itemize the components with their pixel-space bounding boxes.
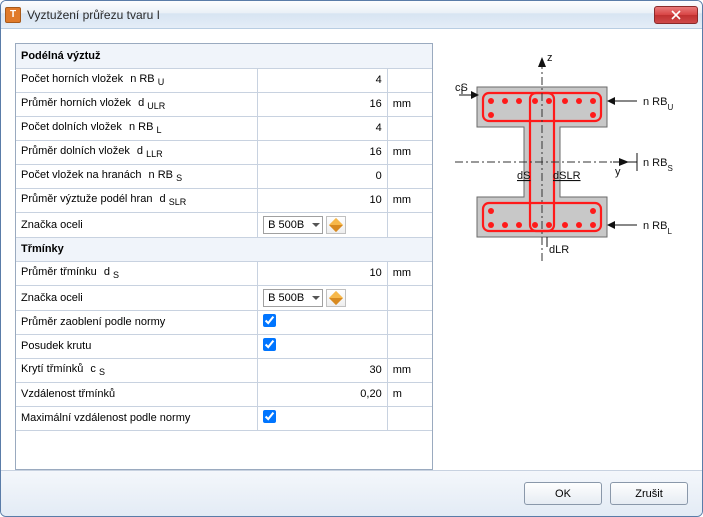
parameters-table: Podélná výztuž Počet horních vložek n RB… [16, 44, 432, 431]
cross-section-diagram: z y cS dS dSLR dLR n RBU [447, 47, 687, 277]
svg-text:n RBS: n RBS [643, 157, 673, 173]
label-dLLR: Průměr dolních vložek d LLR [21, 145, 163, 157]
unit-dS: mm [387, 261, 432, 285]
app-icon: T [5, 7, 21, 23]
unit-dSLR: mm [387, 188, 432, 212]
close-button[interactable] [654, 6, 698, 24]
svg-text:dS: dS [517, 170, 530, 182]
edit-steel1-button[interactable] [326, 216, 346, 234]
pencil-icon [329, 217, 343, 231]
window-title: Vyztužení průřezu tvaru I [27, 8, 160, 22]
label-dS: Průměr třmínku d S [21, 266, 119, 278]
combo-steel2[interactable]: B 500B [263, 289, 323, 307]
unit-dLLR: mm [387, 140, 432, 164]
chevron-down-icon [312, 223, 320, 227]
svg-text:dSLR: dSLR [553, 170, 581, 182]
edit-steel2-button[interactable] [326, 289, 346, 307]
label-nRBS: Počet vložek na hranách n RB S [21, 169, 182, 181]
input-dSLR[interactable] [263, 194, 382, 206]
unit-cS: mm [387, 358, 432, 382]
input-dS[interactable] [263, 267, 382, 279]
axis-y-label: y [615, 166, 621, 178]
combo-steel1[interactable]: B 500B [263, 216, 323, 234]
input-dLLR[interactable] [263, 146, 382, 158]
label-steel2: Značka oceli [21, 292, 83, 304]
dialog-window: T Vyztužení průřezu tvaru I Podélná výzt… [0, 0, 703, 517]
pencil-icon [329, 290, 343, 304]
unit-spacing: m [387, 382, 432, 406]
close-icon [671, 10, 681, 20]
ok-button[interactable]: OK [524, 482, 602, 505]
checkbox-maxNorm[interactable] [263, 410, 276, 423]
input-spacing[interactable] [263, 388, 382, 400]
label-nRBL: Počet dolních vložek n RB L [21, 121, 162, 133]
label-maxNorm: Maximální vzdálenost podle normy [21, 412, 190, 424]
dialog-body: Podélná výztuž Počet horních vložek n RB… [1, 29, 702, 470]
svg-text:cS: cS [455, 82, 468, 94]
axis-z-label: z [547, 52, 553, 64]
label-nRBU: Počet horních vložek n RB U [21, 73, 164, 85]
label-dULR: Průměr horních vložek d ULR [21, 97, 165, 109]
label-dSLR: Průměr výztuže podél hran d SLR [21, 193, 186, 205]
diagram-panel: z y cS dS dSLR dLR n RBU [445, 43, 688, 470]
label-torsion: Posudek krutu [21, 340, 91, 352]
checkbox-torsion[interactable] [263, 338, 276, 351]
input-nRBU[interactable] [263, 74, 382, 86]
input-cS[interactable] [263, 364, 382, 376]
unit-nRBS [387, 164, 432, 188]
cancel-button[interactable]: Zrušit [610, 482, 688, 505]
input-nRBS[interactable] [263, 170, 382, 182]
label-spacing: Vzdálenost třmínků [21, 388, 115, 400]
label-cS: Krytí třmínků c S [21, 363, 105, 375]
unit-nRBL [387, 116, 432, 140]
chevron-down-icon [312, 296, 320, 300]
svg-text:dLR: dLR [549, 244, 569, 256]
unit-steel1 [387, 212, 432, 237]
titlebar: T Vyztužení průřezu tvaru I [1, 1, 702, 29]
input-nRBL[interactable] [263, 122, 382, 134]
checkbox-roundNorm[interactable] [263, 314, 276, 327]
unit-nRBU [387, 68, 432, 92]
unit-dULR: mm [387, 92, 432, 116]
svg-text:n RBU: n RBU [643, 96, 673, 112]
input-dULR[interactable] [263, 98, 382, 110]
label-steel1: Značka oceli [21, 219, 83, 231]
unit-steel2 [387, 285, 432, 310]
svg-text:n RBL: n RBL [643, 220, 672, 236]
section-longitudinal: Podélná výztuž [16, 44, 432, 68]
dialog-footer: OK Zrušit [1, 470, 702, 516]
label-roundNorm: Průměr zaoblení podle normy [21, 316, 165, 328]
section-stirrups: Třmínky [16, 237, 432, 261]
form-panel: Podélná výztuž Počet horních vložek n RB… [15, 43, 433, 470]
